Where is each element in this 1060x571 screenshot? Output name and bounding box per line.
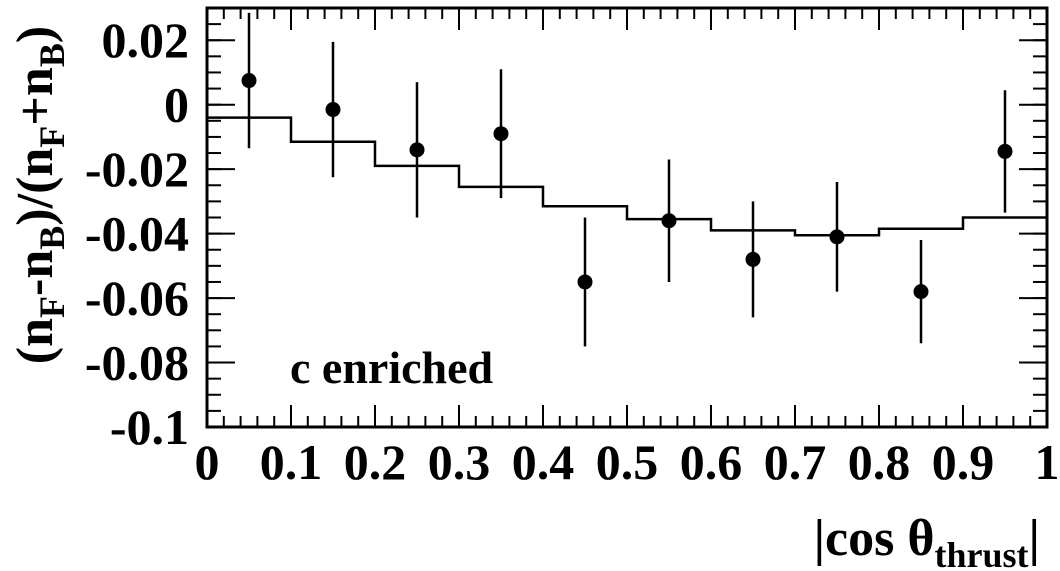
annotation-label: c enriched	[290, 342, 494, 393]
x-axis-title-sub: thrust	[935, 535, 1029, 571]
data-point	[577, 274, 593, 290]
y-tick-label: 0.02	[102, 12, 190, 68]
data-point	[493, 126, 509, 142]
x-tick-label: 0.2	[344, 434, 407, 490]
step-histogram-line	[207, 116, 1047, 237]
data-point	[409, 142, 425, 158]
y-tick-label: -0.08	[85, 335, 189, 391]
data-point	[745, 251, 761, 267]
x-tick-label: 0	[195, 434, 220, 490]
data-point	[325, 102, 341, 118]
x-tick-label: 0.8	[848, 434, 911, 490]
y-tick-label: -0.1	[110, 399, 189, 455]
data-point	[913, 284, 929, 300]
x-axis-title: |cos θthrust|	[814, 510, 1040, 571]
x-tick-label: 1	[1035, 434, 1060, 490]
x-tick-label: 0.9	[932, 434, 995, 490]
data-point	[241, 73, 257, 89]
x-axis-title-bar: |	[1029, 510, 1040, 567]
plot-area	[207, 12, 1047, 347]
axes: 0 0.1 0.2 0.3 0.4 0.5 0.6 0.7 0.8 0.9 1 -0.1 -0.08 -0…	[85, 6, 1060, 490]
y-tick-label: 0	[164, 77, 189, 133]
data-point	[829, 229, 845, 245]
x-axis-title-main: |cos θ	[814, 510, 935, 567]
x-tick-label: 0.4	[512, 434, 575, 490]
data-point	[661, 213, 677, 229]
x-tick-label: 0.5	[596, 434, 659, 490]
x-tick-label: 0.6	[680, 434, 743, 490]
x-tick-label: 0.7	[764, 434, 827, 490]
x-tick-label: 0.3	[428, 434, 491, 490]
x-tick-label: 0.1	[260, 434, 323, 490]
y-axis-title: (nF-nB)/(nF+nB)	[7, 26, 72, 364]
y-tick-label: -0.02	[85, 141, 189, 197]
y-tick-label: -0.06	[85, 270, 189, 326]
y-tick-label: -0.04	[85, 206, 189, 262]
data-point	[997, 143, 1013, 159]
